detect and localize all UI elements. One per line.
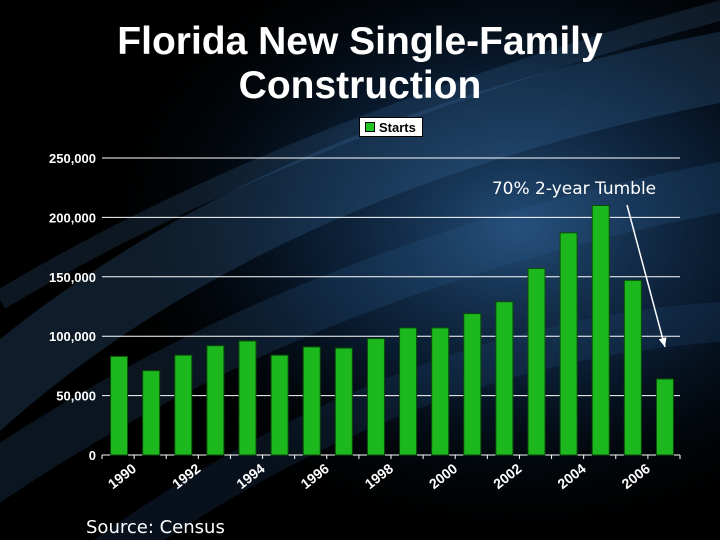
source-note: Source: Census bbox=[86, 517, 225, 538]
bar bbox=[623, 279, 642, 456]
bar bbox=[559, 232, 578, 456]
x-tick-label: 1994 bbox=[233, 460, 268, 492]
bar bbox=[463, 313, 482, 456]
x-tick-label: 2006 bbox=[619, 460, 654, 492]
y-tick-label: 200,000 bbox=[49, 210, 96, 225]
annotation-arrow bbox=[626, 204, 666, 348]
y-tick-label: 150,000 bbox=[49, 270, 96, 285]
y-tick-label: 250,000 bbox=[49, 151, 96, 166]
y-tick-label: 0 bbox=[89, 448, 96, 463]
bar bbox=[302, 346, 321, 456]
bar bbox=[366, 338, 385, 456]
bar bbox=[206, 345, 225, 456]
bar bbox=[238, 340, 257, 456]
bar bbox=[174, 354, 193, 456]
x-tick-label: 2002 bbox=[490, 460, 525, 492]
bar bbox=[495, 301, 514, 456]
annotation-text: 70% 2-year Tumble bbox=[492, 179, 656, 199]
bar bbox=[399, 327, 418, 456]
legend-label-starts: Starts bbox=[379, 119, 416, 135]
x-tick-label: 2004 bbox=[554, 460, 589, 492]
bar bbox=[527, 267, 546, 456]
chart-title: Florida New Single-Family Construction bbox=[0, 20, 720, 108]
y-tick-label: 50,000 bbox=[56, 389, 96, 404]
bar bbox=[655, 378, 674, 456]
x-tick-label: 1996 bbox=[297, 460, 332, 492]
chart-title-line2: Construction bbox=[238, 64, 482, 107]
y-tick-label: 100,000 bbox=[49, 329, 96, 344]
chart-legend: Starts bbox=[359, 117, 423, 137]
bar bbox=[270, 354, 289, 456]
annotation-arrowhead bbox=[658, 337, 667, 347]
x-tick-label: 1992 bbox=[169, 460, 204, 492]
x-tick-label: 1998 bbox=[362, 460, 397, 492]
bar bbox=[334, 347, 353, 456]
legend-swatch-starts bbox=[365, 122, 375, 132]
bar bbox=[142, 370, 161, 456]
bar bbox=[591, 205, 610, 456]
x-tick-label: 2000 bbox=[426, 460, 461, 492]
x-tick-label: 1990 bbox=[105, 460, 140, 492]
chart-title-line1: Florida New Single-Family bbox=[117, 20, 603, 63]
bar bbox=[431, 327, 450, 456]
bar bbox=[110, 355, 129, 456]
